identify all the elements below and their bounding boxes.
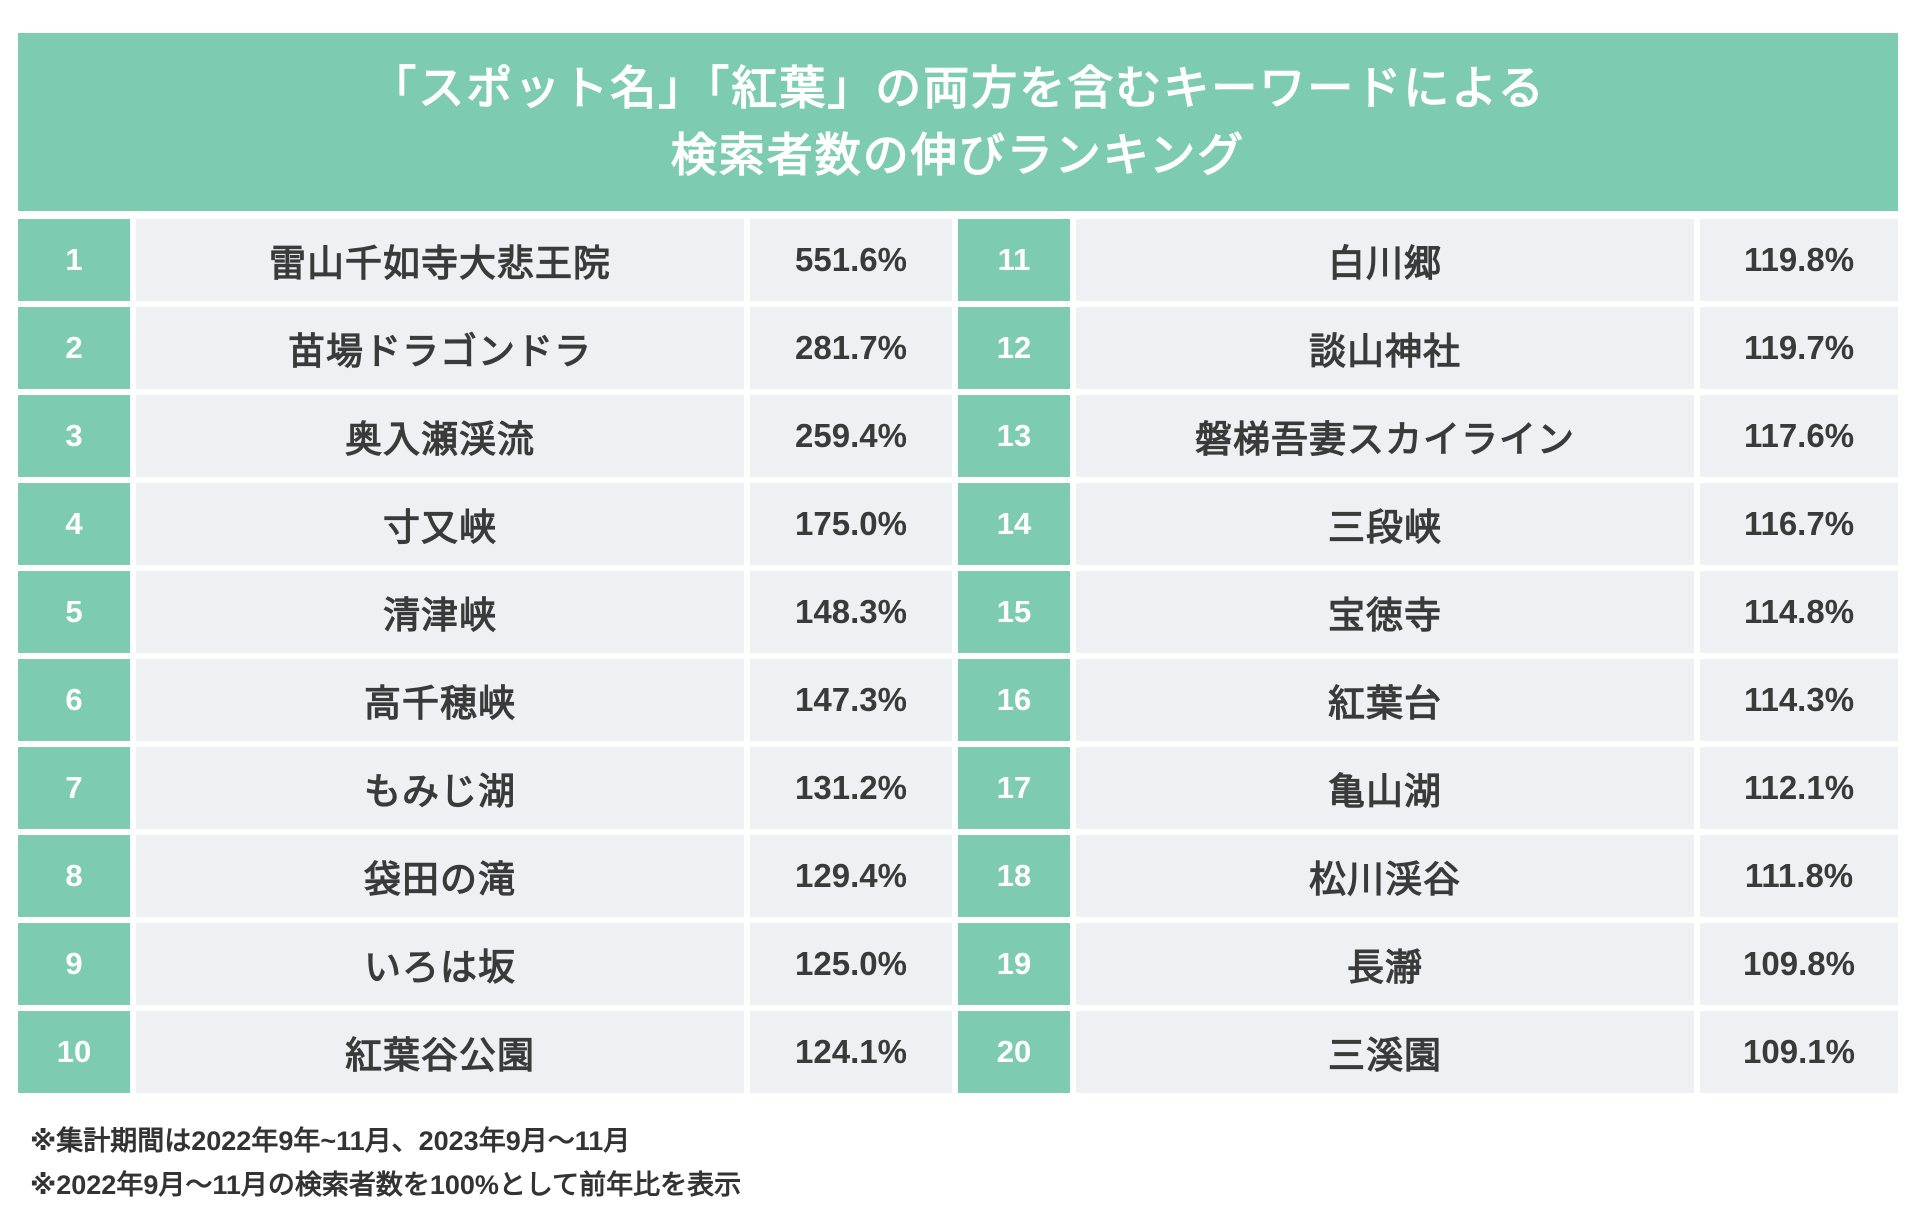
ranking-title-line1: 「スポット名」「紅葉」の両方を含むキーワードによる: [370, 62, 1546, 115]
rank-badge: 3: [18, 395, 130, 477]
rank-badge: 15: [958, 571, 1070, 653]
spot-name: 白川郷: [1076, 219, 1694, 301]
rank-badge: 8: [18, 835, 130, 917]
spot-name: 磐梯吾妻スカイライン: [1076, 395, 1694, 477]
spot-name: 松川渓谷: [1076, 835, 1694, 917]
rank-badge: 11: [958, 219, 1070, 301]
rank-badge: 1: [18, 219, 130, 301]
rank-badge: 20: [958, 1011, 1070, 1093]
growth-value: 117.6%: [1700, 395, 1898, 477]
spot-name: 長瀞: [1076, 923, 1694, 1005]
footnote-aggregation-period: ※集計期間は2022年9年~11月、2023年9月〜11月: [30, 1126, 631, 1156]
growth-value: 551.6%: [750, 219, 952, 301]
spot-name: 高千穂峡: [136, 659, 744, 741]
growth-value: 129.4%: [750, 835, 952, 917]
spot-name: 紅葉台: [1076, 659, 1694, 741]
spot-name: 寸又峡: [136, 483, 744, 565]
rank-badge: 10: [18, 1011, 130, 1093]
growth-value: 259.4%: [750, 395, 952, 477]
rank-badge: 18: [958, 835, 1070, 917]
spot-name: 雷山千如寺大悲王院: [136, 219, 744, 301]
rank-badge: 4: [18, 483, 130, 565]
growth-value: 116.7%: [1700, 483, 1898, 565]
ranking-title-line2: 検索者数の伸びランキング: [670, 129, 1246, 181]
growth-value: 148.3%: [750, 571, 952, 653]
growth-value: 109.1%: [1700, 1011, 1898, 1093]
growth-value: 131.2%: [750, 747, 952, 829]
spot-name: 袋田の滝: [136, 835, 744, 917]
spot-name: 亀山湖: [1076, 747, 1694, 829]
spot-name: 宝徳寺: [1076, 571, 1694, 653]
rank-badge: 14: [958, 483, 1070, 565]
growth-value: 281.7%: [750, 307, 952, 389]
rank-badge: 5: [18, 571, 130, 653]
rank-badge: 13: [958, 395, 1070, 477]
growth-value: 109.8%: [1700, 923, 1898, 1005]
rank-badge: 6: [18, 659, 130, 741]
rank-badge: 16: [958, 659, 1070, 741]
footnote-baseline: ※2022年9月〜11月の検索者数を100%として前年比を表示: [30, 1170, 742, 1200]
ranking-table: 1 雷山千如寺大悲王院 551.6% 11 白川郷 119.8% 2 苗場ドラゴンドラ 281.…: [18, 219, 1898, 1093]
spot-name: 談山神社: [1076, 307, 1694, 389]
growth-value: 147.3%: [750, 659, 952, 741]
growth-value: 175.0%: [750, 483, 952, 565]
growth-value: 119.8%: [1700, 219, 1898, 301]
growth-value: 112.1%: [1700, 747, 1898, 829]
rank-badge: 17: [958, 747, 1070, 829]
rank-badge: 2: [18, 307, 130, 389]
rank-badge: 19: [958, 923, 1070, 1005]
spot-name: 三溪園: [1076, 1011, 1694, 1093]
spot-name: いろは坂: [136, 923, 744, 1005]
growth-value: 114.8%: [1700, 571, 1898, 653]
spot-name: もみじ湖: [136, 747, 744, 829]
ranking-title-band: 「スポット名」「紅葉」の両方を含むキーワードによる 検索者数の伸びランキング: [18, 33, 1898, 211]
spot-name: 清津峡: [136, 571, 744, 653]
footnotes: ※集計期間は2022年9年~11月、2023年9月〜11月 ※2022年9月〜1…: [30, 1119, 1900, 1207]
spot-name: 紅葉谷公園: [136, 1011, 744, 1093]
growth-value: 119.7%: [1700, 307, 1898, 389]
spot-name: 苗場ドラゴンドラ: [136, 307, 744, 389]
growth-value: 124.1%: [750, 1011, 952, 1093]
growth-value: 125.0%: [750, 923, 952, 1005]
spot-name: 三段峡: [1076, 483, 1694, 565]
growth-value: 111.8%: [1700, 835, 1898, 917]
spot-name: 奥入瀬渓流: [136, 395, 744, 477]
rank-badge: 7: [18, 747, 130, 829]
rank-badge: 12: [958, 307, 1070, 389]
rank-badge: 9: [18, 923, 130, 1005]
growth-value: 114.3%: [1700, 659, 1898, 741]
